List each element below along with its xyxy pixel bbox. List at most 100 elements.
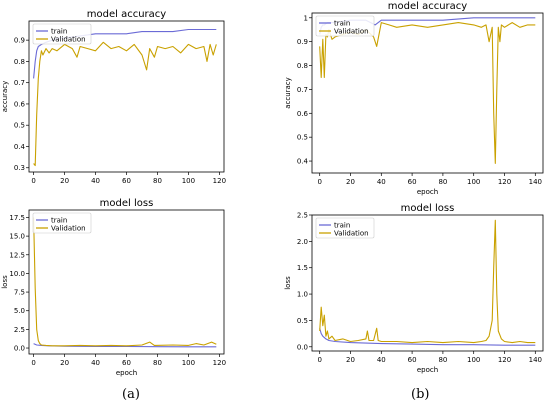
legend-entry: Validation [334, 230, 369, 238]
y-tick-label: 2.0 [297, 238, 308, 246]
x-axis-label: epoch [417, 366, 438, 374]
series-line-train [319, 328, 536, 346]
y-tick-label: 0.8 [297, 62, 308, 70]
caption-a: (a) [122, 387, 140, 402]
x-tick-label: 0 [317, 178, 321, 186]
legend-entry: train [51, 217, 67, 225]
x-tick-label: 40 [377, 356, 386, 364]
x-tick-label: 120 [498, 178, 511, 186]
caption-b: (b) [411, 387, 430, 402]
y-tick-label: 0.0 [297, 343, 308, 351]
y-tick-label: 15.0 [9, 233, 25, 241]
series-line-validation [319, 219, 536, 344]
y-tick-label: 0.9 [297, 38, 308, 46]
x-tick-label: 20 [346, 356, 355, 364]
x-tick-label: 120 [498, 356, 511, 364]
legend-entry: train [51, 28, 67, 36]
legend-entry: Validation [51, 36, 86, 44]
x-axis-label: epoch [116, 369, 137, 377]
x-tick-label: 40 [91, 177, 100, 185]
y-tick-label: 5.0 [14, 307, 25, 315]
x-tick-label: 100 [467, 178, 480, 186]
x-tick-label: 140 [529, 356, 542, 364]
series-line-validation [33, 41, 217, 167]
series-line-validation [33, 217, 217, 347]
legend-entry: Validation [51, 225, 86, 233]
x-tick-label: 40 [377, 178, 386, 186]
series-line-train [33, 343, 217, 348]
y-tick-label: 0.5 [14, 122, 25, 130]
y-tick-label: 12.5 [9, 251, 25, 259]
plot-area [319, 17, 536, 164]
y-tick-label: 1.5 [297, 264, 308, 272]
x-tick-label: 0 [31, 359, 35, 367]
x-tick-label: 60 [122, 177, 131, 185]
panel-b-loss: model loss 0 20 40 60 80 100 120 140 0.0 0.5 1.0 1.5… [284, 203, 544, 374]
y-tick-label: 0.6 [14, 100, 26, 108]
y-tick-label: 7.5 [14, 289, 25, 297]
chart-title: model loss [401, 203, 455, 214]
y-tick-label: 0.0 [14, 345, 25, 353]
y-tick-label: 10.0 [9, 270, 25, 278]
x-tick-label: 60 [408, 178, 417, 186]
y-tick-label: 0.7 [14, 79, 25, 87]
y-tick-label: 2.5 [297, 212, 308, 220]
x-tick-label: 140 [529, 178, 542, 186]
y-tick-label: 1 [304, 14, 308, 22]
y-tick-label: 0.6 [297, 110, 309, 118]
x-tick-label: 40 [91, 359, 100, 367]
x-tick-label: 80 [438, 356, 447, 364]
x-tick-label: 60 [122, 359, 131, 367]
plot-frame [311, 214, 544, 352]
x-axis-label: epoch [417, 188, 438, 196]
y-tick-label: 0.5 [297, 134, 308, 142]
y-tick-label: 0.3 [14, 164, 25, 172]
y-axis-label: loss [1, 275, 9, 289]
x-tick-label: 20 [60, 177, 69, 185]
y-tick-label: 0.4 [14, 143, 26, 151]
panel-a-loss: model loss 0 20 40 60 80 100 120 0.0 2.5 5.0 7.5 10.… [1, 198, 226, 377]
series-line-validation [319, 22, 536, 164]
x-tick-label: 80 [153, 177, 162, 185]
legend-entry: train [334, 222, 350, 230]
panel-b-accuracy: model accuracy 0 20 40 60 80 100 120 140 0.4 0.5 0.… [284, 1, 544, 196]
legend-entry: train [334, 20, 350, 28]
x-tick-label: 120 [213, 359, 226, 367]
x-tick-label: 120 [213, 177, 226, 185]
x-tick-label: 80 [153, 359, 162, 367]
x-tick-label: 100 [182, 359, 195, 367]
x-tick-label: 20 [346, 178, 355, 186]
plot-frame [311, 12, 544, 174]
y-tick-label: 0.9 [14, 37, 25, 45]
y-tick-label: 17.5 [9, 214, 25, 222]
y-tick-label: 0.5 [297, 317, 308, 325]
plot-area [319, 219, 536, 346]
y-tick-label: 1.0 [297, 291, 308, 299]
chart-title: model accuracy [87, 9, 167, 20]
y-axis-label: loss [284, 276, 292, 290]
x-tick-label: 0 [317, 356, 321, 364]
x-tick-label: 80 [438, 178, 447, 186]
y-tick-label: 0.7 [297, 86, 308, 94]
x-tick-label: 100 [467, 356, 480, 364]
x-tick-label: 0 [31, 177, 35, 185]
plot-area [33, 28, 217, 167]
y-tick-label: 0.8 [14, 58, 25, 66]
panel-a-accuracy: model accuracy 0 20 40 60 80 100 120 0.3 0.4 0.5 0.… [1, 9, 226, 185]
y-tick-label: 2.5 [14, 326, 25, 334]
y-tick-label: 0.4 [297, 158, 309, 166]
x-tick-label: 20 [60, 359, 69, 367]
chart-title: model loss [100, 198, 154, 209]
x-tick-label: 60 [408, 356, 417, 364]
y-axis-label: accuracy [1, 81, 9, 113]
x-tick-label: 100 [182, 177, 195, 185]
plot-area [33, 217, 217, 348]
chart-title: model accuracy [388, 1, 468, 12]
legend-entry: Validation [334, 28, 369, 36]
y-axis-label: accuracy [284, 77, 292, 109]
